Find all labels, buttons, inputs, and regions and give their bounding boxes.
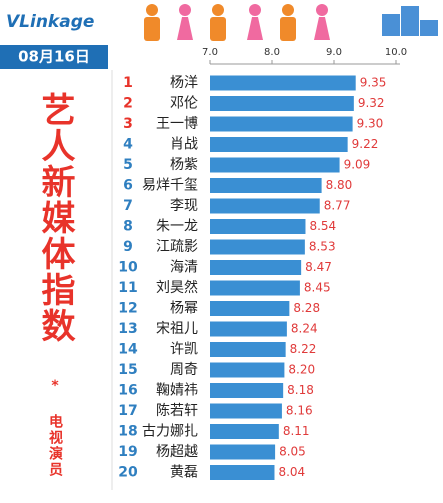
bar — [210, 403, 282, 419]
y-tick-label: 杨洋 — [170, 75, 198, 91]
value-label: 9.09 — [344, 158, 371, 172]
value-label: 9.32 — [358, 96, 385, 110]
y-tick-label: 杨紫 — [170, 157, 198, 173]
value-label: 8.47 — [305, 260, 332, 274]
y-tick-label: 黄磊 — [170, 464, 198, 481]
rank: 6 — [123, 178, 133, 194]
y-tick-label: 鞠婧祎 — [156, 383, 198, 399]
value-label: 8.54 — [309, 219, 336, 233]
people-icons-pink — [177, 4, 330, 40]
rank: 4 — [123, 137, 133, 153]
date-badge — [0, 45, 108, 69]
bar — [210, 362, 285, 378]
bar — [210, 383, 284, 398]
y-tick-label: 王一博 — [156, 115, 198, 132]
value-label: 8.45 — [304, 281, 331, 295]
rank: 5 — [123, 157, 133, 173]
y-tick-label: 朱一龙 — [156, 219, 198, 235]
bar — [210, 178, 322, 193]
title: 艺人新媒体指数 — [35, 92, 75, 344]
bar — [210, 157, 340, 173]
y-tick-label: 宋祖儿 — [156, 321, 198, 337]
logo: VLinkage — [6, 12, 94, 32]
y-tick-label: 海清 — [170, 260, 198, 276]
value-label: 8.20 — [288, 363, 315, 377]
rank: 12 — [118, 301, 137, 317]
rank: 17 — [118, 403, 137, 419]
y-tick-label: 陈若轩 — [156, 402, 198, 419]
rank: 15 — [118, 362, 137, 378]
value-label: 8.22 — [290, 342, 317, 356]
y-tick-label: 许凯 — [170, 342, 198, 358]
y-tick-label: 李现 — [170, 198, 198, 214]
value-label: 8.77 — [324, 199, 351, 213]
date: 08月16日 — [18, 48, 90, 66]
value-label: 8.18 — [287, 383, 314, 397]
bar — [210, 75, 356, 91]
y-tick-label: 周奇 — [170, 361, 198, 378]
value-label: 8.11 — [283, 424, 310, 438]
rank: 3 — [123, 116, 133, 132]
rank: 18 — [118, 424, 137, 440]
rank: 14 — [118, 342, 138, 358]
bar — [210, 465, 275, 480]
value-label: 8.24 — [291, 322, 318, 336]
bar — [210, 198, 320, 214]
subtitle: * 电视演员 — [47, 378, 63, 478]
value-label: 9.35 — [360, 76, 387, 90]
rank: 1 — [123, 75, 133, 91]
y-tick-label: 邓伦 — [170, 96, 198, 112]
podium — [382, 6, 438, 36]
rank: 19 — [118, 444, 137, 460]
bar — [210, 137, 348, 152]
bar — [210, 116, 353, 132]
y-tick-label: 杨超越 — [156, 444, 198, 460]
x-tick-label: 8.0 — [264, 47, 280, 58]
value-label: 8.04 — [278, 465, 305, 479]
value-label: 8.80 — [326, 178, 353, 192]
x-tick-label: 10.0 — [385, 47, 407, 58]
value-label: 8.53 — [309, 240, 336, 254]
rank: 20 — [118, 465, 138, 481]
bar — [210, 260, 302, 275]
rank: 7 — [123, 198, 133, 214]
y-tick-label: 杨幂 — [170, 301, 198, 317]
rank: 10 — [118, 260, 138, 276]
y-tick-label: 易烊千玺 — [142, 178, 198, 194]
bar — [210, 424, 279, 439]
y-tick-label: 江疏影 — [156, 239, 198, 255]
bar — [210, 239, 305, 255]
people-icons — [144, 4, 296, 41]
bar — [210, 342, 286, 357]
value-label: 8.28 — [293, 301, 320, 315]
y-tick-label: 刘昊然 — [156, 279, 198, 296]
bar — [210, 321, 287, 337]
y-tick-label: 古力娜扎 — [142, 424, 198, 440]
bar — [210, 280, 300, 296]
rank: 2 — [123, 96, 133, 112]
rank: 8 — [123, 219, 133, 235]
rank: 11 — [118, 280, 137, 296]
value-label: 8.05 — [279, 445, 306, 459]
bar — [210, 96, 354, 111]
value-label: 9.30 — [357, 117, 384, 131]
value-label: 9.22 — [352, 137, 379, 151]
rank: 9 — [123, 239, 133, 255]
rank: 13 — [118, 321, 137, 337]
y-tick-label: 肖战 — [170, 137, 198, 153]
value-label: 8.16 — [286, 404, 313, 418]
bar — [210, 444, 276, 460]
x-tick-label: 7.0 — [202, 47, 218, 58]
rank: 16 — [118, 383, 137, 399]
bar — [210, 219, 306, 234]
bar — [210, 301, 290, 316]
x-tick-label: 9.0 — [326, 47, 342, 58]
